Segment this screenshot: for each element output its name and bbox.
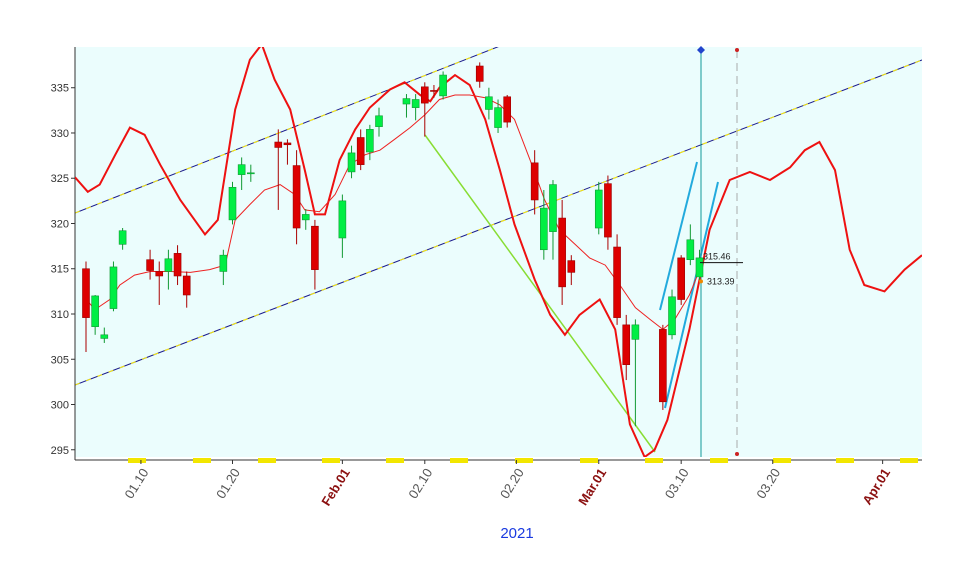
candle-body: [439, 74, 447, 97]
trend-line: [664, 181, 719, 409]
x-axis-title: 2021: [500, 525, 533, 542]
candle-body: [301, 214, 310, 221]
candle-body: [594, 189, 603, 229]
indicator-line: [85, 94, 701, 331]
x-tick-label: 02.10: [405, 466, 435, 502]
y-tick-label: 320: [51, 218, 69, 230]
candle-body: [274, 141, 283, 148]
candle-body: [686, 239, 695, 260]
candle-body: [613, 246, 621, 318]
cursor-marker: [735, 48, 739, 52]
candle-body: [677, 257, 685, 300]
y-tick-label: 325: [51, 173, 69, 185]
candle-body: [631, 324, 640, 340]
candle-body: [402, 98, 411, 105]
cursor-marker: [735, 452, 739, 456]
x-tick-label: 03.20: [753, 466, 783, 502]
candle-body: [695, 257, 704, 278]
candle-body: [494, 107, 502, 128]
candle-body: [604, 183, 612, 238]
candle-body: [475, 65, 484, 82]
candle-body: [292, 165, 301, 229]
candle-body: [338, 200, 347, 239]
plot-content: [75, 47, 922, 457]
candle-body: [366, 129, 374, 153]
candle-body: [182, 275, 191, 296]
candle-body: [118, 230, 127, 245]
candle-body: [558, 217, 566, 288]
candle-body: [549, 184, 557, 232]
candle-body: [668, 296, 676, 336]
candle-body: [485, 96, 493, 110]
candle-body: [155, 271, 164, 277]
channel-line: [75, 59, 922, 386]
indicator-line: [75, 47, 922, 457]
trend-line: [659, 161, 698, 311]
candle-body: [237, 164, 246, 175]
candle-body: [311, 225, 319, 270]
candle-body: [347, 152, 356, 173]
x-tick-label: Apr.01: [859, 466, 893, 508]
candle-body: [540, 207, 548, 251]
x-tick-label: Feb.01: [318, 466, 353, 509]
candle-body: [82, 268, 90, 318]
candle-body: [164, 258, 173, 272]
candle-body: [356, 137, 365, 165]
candle-body: [109, 266, 118, 309]
candle-body: [247, 172, 255, 175]
candle-body: [420, 86, 429, 104]
y-tick-label: 335: [51, 83, 69, 95]
y-tick-label: 305: [51, 354, 69, 366]
candle-body: [283, 142, 292, 146]
x-tick-label: 02.20: [497, 466, 527, 502]
candle-body: [530, 162, 539, 201]
price-label: 315.46: [703, 252, 731, 262]
week-markers: [128, 458, 918, 463]
candle-body: [100, 334, 109, 339]
price-label: 313.39: [707, 276, 735, 286]
channel-line: [75, 47, 499, 214]
cursor-marker: [697, 46, 705, 54]
candle-body: [228, 186, 237, 221]
candle-body: [622, 324, 631, 365]
x-tick-label: Mar.01: [575, 466, 609, 508]
candle-body: [659, 329, 667, 403]
y-tick-label: 295: [51, 445, 69, 457]
y-tick-label: 300: [51, 400, 69, 412]
candle-body: [430, 90, 438, 92]
candle-body: [411, 99, 420, 108]
x-tick-label: 03.10: [662, 466, 692, 502]
candle-body: [375, 115, 383, 127]
y-tick-label: 315: [51, 264, 69, 276]
candle-body: [567, 260, 576, 273]
candle-body: [146, 259, 154, 271]
candle-body: [219, 254, 228, 272]
candle-body: [173, 253, 182, 277]
price-dot: [699, 279, 703, 284]
x-tick-label: 01.20: [213, 466, 243, 502]
x-tick-label: 01.10: [122, 466, 152, 502]
y-tick-label: 330: [51, 128, 69, 140]
candle-body: [503, 96, 511, 123]
y-tick-label: 310: [51, 309, 69, 321]
candle-body: [91, 295, 99, 327]
